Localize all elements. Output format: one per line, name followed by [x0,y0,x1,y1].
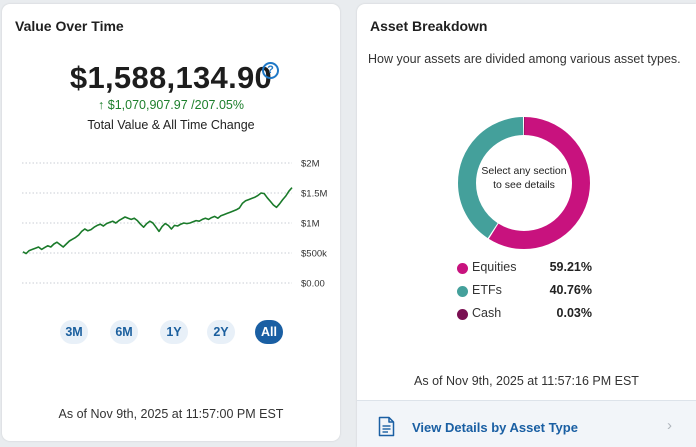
y-tick-label: $0.00 [301,279,325,290]
legend-percent: 40.76% [549,283,592,297]
asset-breakdown-card: Asset Breakdown How your assets are divi… [357,4,696,447]
legend-label: Equities [472,260,517,274]
legend-dot [457,263,468,274]
legend-percent: 59.21% [549,260,592,274]
breakdown-card-title: Asset Breakdown [370,18,488,34]
all-time-change: ↑ $1,070,907.97 /207.05% [2,98,340,112]
donut-prompt: Select any section to see details [481,165,567,191]
up-arrow-icon: ↑ [98,98,105,112]
value-card-title: Value Over Time [15,18,124,34]
legend-row-cash[interactable]: Cash 0.03% [457,304,592,327]
donut-slice-etfs[interactable] [458,117,590,249]
y-tick-label: $1.5M [301,189,327,200]
total-value-row: $1,588,134.90 [2,60,340,96]
value-over-time-card: Value Over Time $1,588,134.90 ? ↑ $1,070… [2,4,340,441]
period-button-1y[interactable]: 1Y [160,320,188,344]
y-tick-label: $500k [301,249,327,260]
period-button-3m[interactable]: 3M [60,320,88,344]
legend-row-equities[interactable]: Equities 59.21% [457,258,592,281]
value-as-of: As of Nov 9th, 2025 at 11:57:00 PM EST [58,407,284,421]
value-line-chart: $2M $1.5M $1M $500k $0.00 [22,159,327,290]
asset-legend: Equities 59.21% ETFs 40.76% Cash 0.03% [457,258,592,327]
view-details-label: View Details by Asset Type [412,420,578,435]
asset-donut-chart[interactable] [457,116,591,250]
view-details-button[interactable]: View Details by Asset Type › [357,400,696,447]
period-button-2y[interactable]: 2Y [207,320,235,344]
legend-label: ETFs [472,283,502,297]
document-icon [378,416,395,437]
period-button-6m[interactable]: 6M [110,320,138,344]
donut-slice-cash[interactable] [458,117,590,249]
y-tick-label: $2M [301,159,320,170]
legend-dot [457,309,468,320]
help-icon[interactable]: ? [262,62,279,79]
change-value: $1,070,907.97 /207.05% [107,98,244,112]
legend-dot [457,286,468,297]
chevron-right-icon: › [667,417,672,434]
legend-label: Cash [472,306,502,320]
breakdown-subtitle: How your assets are divided among variou… [368,52,681,66]
change-caption: Total Value & All Time Change [87,118,255,132]
legend-percent: 0.03% [556,306,592,320]
value-series-line [22,187,293,255]
total-value: $1,588,134.90 [69,60,273,95]
y-tick-label: $1M [301,219,320,230]
period-selector: 3M 6M 1Y 2Y All [2,320,340,344]
period-button-all[interactable]: All [255,320,283,344]
legend-row-etfs[interactable]: ETFs 40.76% [457,281,592,304]
breakdown-as-of: As of Nov 9th, 2025 at 11:57:16 PM EST [414,374,639,388]
